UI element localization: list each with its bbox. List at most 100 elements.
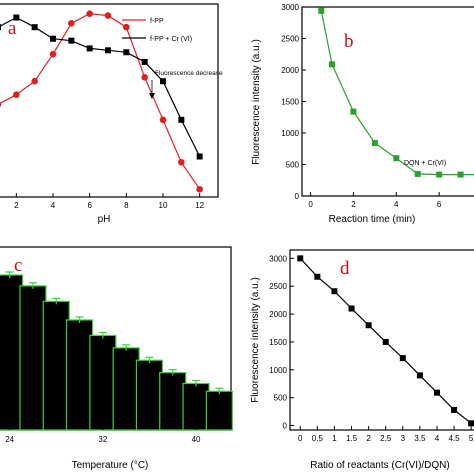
panel-a-series-1-point [196,153,203,160]
panel-a-series-0-line [0,13,201,190]
panel-d-xtick-label: 1.5 [346,434,358,443]
panel-d-series-0-point [314,273,321,280]
panel-a-series-1-point [123,49,130,56]
panel-c-bar [19,285,47,431]
panel-b-series-label: DQN + Cr(VI) [404,160,446,167]
panel-b-series-0-point [371,140,378,147]
panel-a-series-0-point [196,185,203,193]
panel-a-series-0-point [68,20,75,27]
panel-a-series-0-point [31,77,38,85]
panel-a-series-1-line [0,16,201,157]
panel-d-ytick-label: 3000 [269,254,287,263]
panel-b-series-0-point [350,108,357,115]
panel-b-series-0-point [318,7,325,14]
panel-b-xtick-label: 2 [351,200,356,209]
panel-a-series-1-point [0,24,1,31]
panel-b-xtick-label: 6 [437,200,442,209]
panel-a-xtick-label: 12 [195,201,204,210]
panel-d-xtick-label: 2.5 [380,434,392,443]
panel-d-series-0-point [433,389,440,396]
panel-b-xtick-label: 4 [394,200,399,209]
panel-b-xlabel: Reaction time (min) [329,214,416,225]
panel-d-series-0-point [348,305,355,312]
panel-b: 0 2 4 6 0 500 1000 1500 2000 2500 3000 b DQN + Cr(… [251,3,474,225]
panel-b-ylabel: Fluorescence intensity (a.u.) [251,39,262,165]
panel-a-xtick-label: 4 [51,201,56,210]
annotation-arrow-head [149,93,155,99]
panel-a-xlabel: pH [98,214,111,225]
legend-label-fpp: f-PP [150,18,164,25]
panel-d-series-0-point [468,420,474,427]
panel-d-xtick-label: 0.5 [312,434,324,443]
panel-c-xlabel: Temperature (°C) [72,460,149,471]
panel-d-frame [289,249,474,431]
panel-d: 0 0.5 1 1.5 2 2.5 3 3.5 4 4.5 5 0 500 1000 1500 2000 250… [250,249,474,471]
panel-b-series-0-point [457,171,464,178]
panel-b-ytick-label: 1500 [281,98,299,107]
panel-a-xtick-label: 2 [14,201,19,210]
panel-a-series-0-point [159,116,167,124]
panel-d-ytick-label: 0 [283,422,288,431]
panel-b-ytick-label: 2500 [281,35,299,44]
panel-d-xtick-label: 1 [332,434,337,443]
legend-label-fpp-cr: f-PP + Cr (VI) [150,36,192,43]
panel-a-xtick-label: 6 [87,201,92,210]
panel-a-series-1-point [141,58,148,65]
panel-d-series-0-point [365,322,372,329]
panel-a-series-0-point [0,101,2,107]
panel-d-ytick-label: 1000 [269,366,287,375]
panel-b-letter: b [344,31,354,52]
panel-a-series-1-point [13,14,20,21]
panel-a-series-0-point [49,50,57,58]
panel-c-xtick-label: 32 [98,435,107,444]
panel-a-xtick-label: 10 [159,201,168,210]
panel-c-bar [135,359,164,431]
panel-a-series-1-point [50,35,56,42]
panel-c-bar [182,382,210,431]
panel-d-xtick-label: 3.5 [414,434,426,443]
panel-d-xtick-label: 4 [435,434,440,443]
panel-b-ytick-label: 2000 [281,66,299,75]
panel-b-series-0-point [393,155,400,162]
panel-a-series-1-point [105,47,111,54]
panel-b-series-0-point [329,61,335,68]
panel-a-series-0-point [104,12,112,19]
panel-c-bar [89,334,117,431]
panel-a-legend: f-PP f-PP + Cr (VI) [122,18,192,43]
panel-c: 24 32 40 c Temperature (°C) [0,246,233,471]
panel-a-letter: a [8,18,17,39]
panel-d-ytick-label: 1500 [269,338,287,347]
panel-b-frame [301,6,474,197]
panel-a: 2 4 6 8 10 12 a f-PP f-PP + Cr (VI) Fluoresce… [0,3,223,225]
panel-d-series-0-point [451,406,458,413]
panel-a-series-0-point [123,23,130,31]
panel-d-series-0-point [382,338,389,345]
panel-c-bar [65,319,94,431]
panel-d-xtick-label: 0 [298,434,303,443]
panel-d-ytick-label: 2500 [269,282,287,291]
panel-a-series-0-point [13,91,20,99]
panel-c-bar [205,390,233,431]
panel-c-letter: c [14,255,22,276]
panel-b-series-0-point [414,170,421,177]
panel-a-series-1-point [86,45,93,52]
panel-d-xtick-label: 2 [366,434,371,443]
panel-c-bar [42,300,70,431]
panel-d-xtick-label: 5 [469,434,474,443]
panel-c-bar [0,274,24,431]
panel-a-series-0-point [178,158,185,166]
panel-a-series-0-point [141,74,148,81]
panel-c-bar [112,347,140,431]
panel-a-series-0-point [86,10,93,17]
panel-a-series-1-point [31,24,38,31]
panel-d-series-0-point [331,288,338,295]
panel-d-xtick-label: 4.5 [449,434,461,443]
panel-d-ytick-label: 500 [274,394,288,403]
panel-b-series-0-point [436,171,443,178]
panel-a-series-1-point [178,116,185,123]
panel-d-series-0-point [399,355,406,362]
panel-d-ylabel: Fluorescence intensity (a.u.) [250,277,261,403]
panel-c-xtick-label: 40 [192,435,201,444]
panel-b-ytick-label: 1000 [281,129,299,138]
panel-d-letter: d [340,258,350,279]
